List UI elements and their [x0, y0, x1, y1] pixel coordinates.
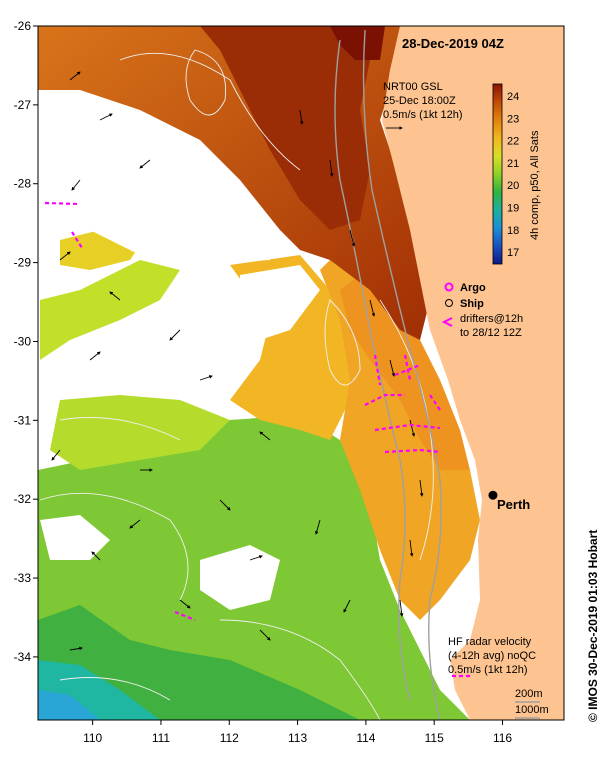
sst-field — [38, 26, 480, 720]
x-tick-label: 111 — [152, 731, 171, 745]
x-tick-label: 110 — [83, 731, 102, 745]
city-label-perth: Perth — [497, 497, 530, 512]
x-tick-label: 115 — [425, 731, 444, 745]
x-tick-label: 112 — [220, 731, 239, 745]
y-axis: -26 -27 -28 -29 -30 -31 -32 -33 -34 — [14, 19, 38, 664]
hf-note-line3: 0.5m/s (1kt 12h) — [448, 664, 527, 676]
isobath-label-200m: 200m — [515, 688, 543, 700]
drifter-symbol — [441, 317, 453, 327]
y-tick-label: -26 — [14, 19, 32, 33]
argo-symbol — [444, 282, 454, 292]
drifters-label-line2: to 28/12 12Z — [460, 327, 522, 339]
map-title: 28-Dec-2019 04Z — [402, 36, 504, 51]
isobath-lines — [334, 29, 442, 720]
x-tick-label: 116 — [493, 731, 512, 745]
y-tick-label: -27 — [14, 98, 32, 112]
y-tick-label: -31 — [14, 413, 32, 427]
argo-label: Argo — [460, 282, 486, 294]
x-axis: 110 111 112 113 114 115 116 — [83, 720, 512, 745]
colorbar-tick-label: 24 — [507, 91, 519, 103]
y-tick-label: -29 — [14, 256, 32, 270]
gsl-note-line3: 0.5m/s (1kt 12h) — [383, 109, 462, 121]
colorbar-tick-label: 19 — [507, 203, 519, 215]
x-tick-label: 113 — [288, 731, 307, 745]
city-marker-perth — [488, 490, 498, 500]
drifters-label-line1: drifters@12h — [460, 313, 523, 325]
y-tick-label: -33 — [14, 571, 32, 585]
x-tick-label: 114 — [356, 731, 375, 745]
y-tick-label: -32 — [14, 492, 32, 506]
plot-frame — [37, 25, 565, 721]
drifter-tracks — [44, 201, 470, 678]
gsl-note-line2: 25-Dec 18:00Z — [383, 95, 456, 107]
isobath-label-1000m: 1000m — [515, 704, 549, 716]
colorbar-tick-label: 21 — [507, 158, 519, 170]
colorbar-ticks: 24 23 22 21 20 19 18 17 — [507, 91, 519, 259]
gsl-note-line1: NRT00 GSL — [383, 81, 443, 93]
y-tick-label: -28 — [14, 177, 32, 191]
ship-label: Ship — [460, 298, 484, 310]
y-tick-label: -30 — [14, 334, 32, 348]
hf-note-line1: HF radar velocity — [448, 636, 532, 648]
colorbar-tick-label: 20 — [507, 180, 519, 192]
ship-symbol — [445, 299, 453, 307]
colorbar-tick-label: 18 — [507, 225, 519, 237]
credit-text: © IMOS 30-Dec-2019 01:03 Hobart — [586, 530, 600, 722]
colorbar-label: 4h comp, p50, All Sats — [529, 130, 541, 240]
colorbar-tick-label: 23 — [507, 113, 519, 125]
y-tick-label: -34 — [14, 650, 32, 664]
velocity-arrows — [51, 71, 424, 651]
colorbar-tick-label: 17 — [507, 247, 519, 259]
colorbar-tick-label: 22 — [507, 136, 519, 148]
colorbar — [492, 83, 503, 265]
land-mass — [382, 26, 564, 720]
hf-note-line2: (4-12h avg) noQC — [448, 650, 536, 662]
